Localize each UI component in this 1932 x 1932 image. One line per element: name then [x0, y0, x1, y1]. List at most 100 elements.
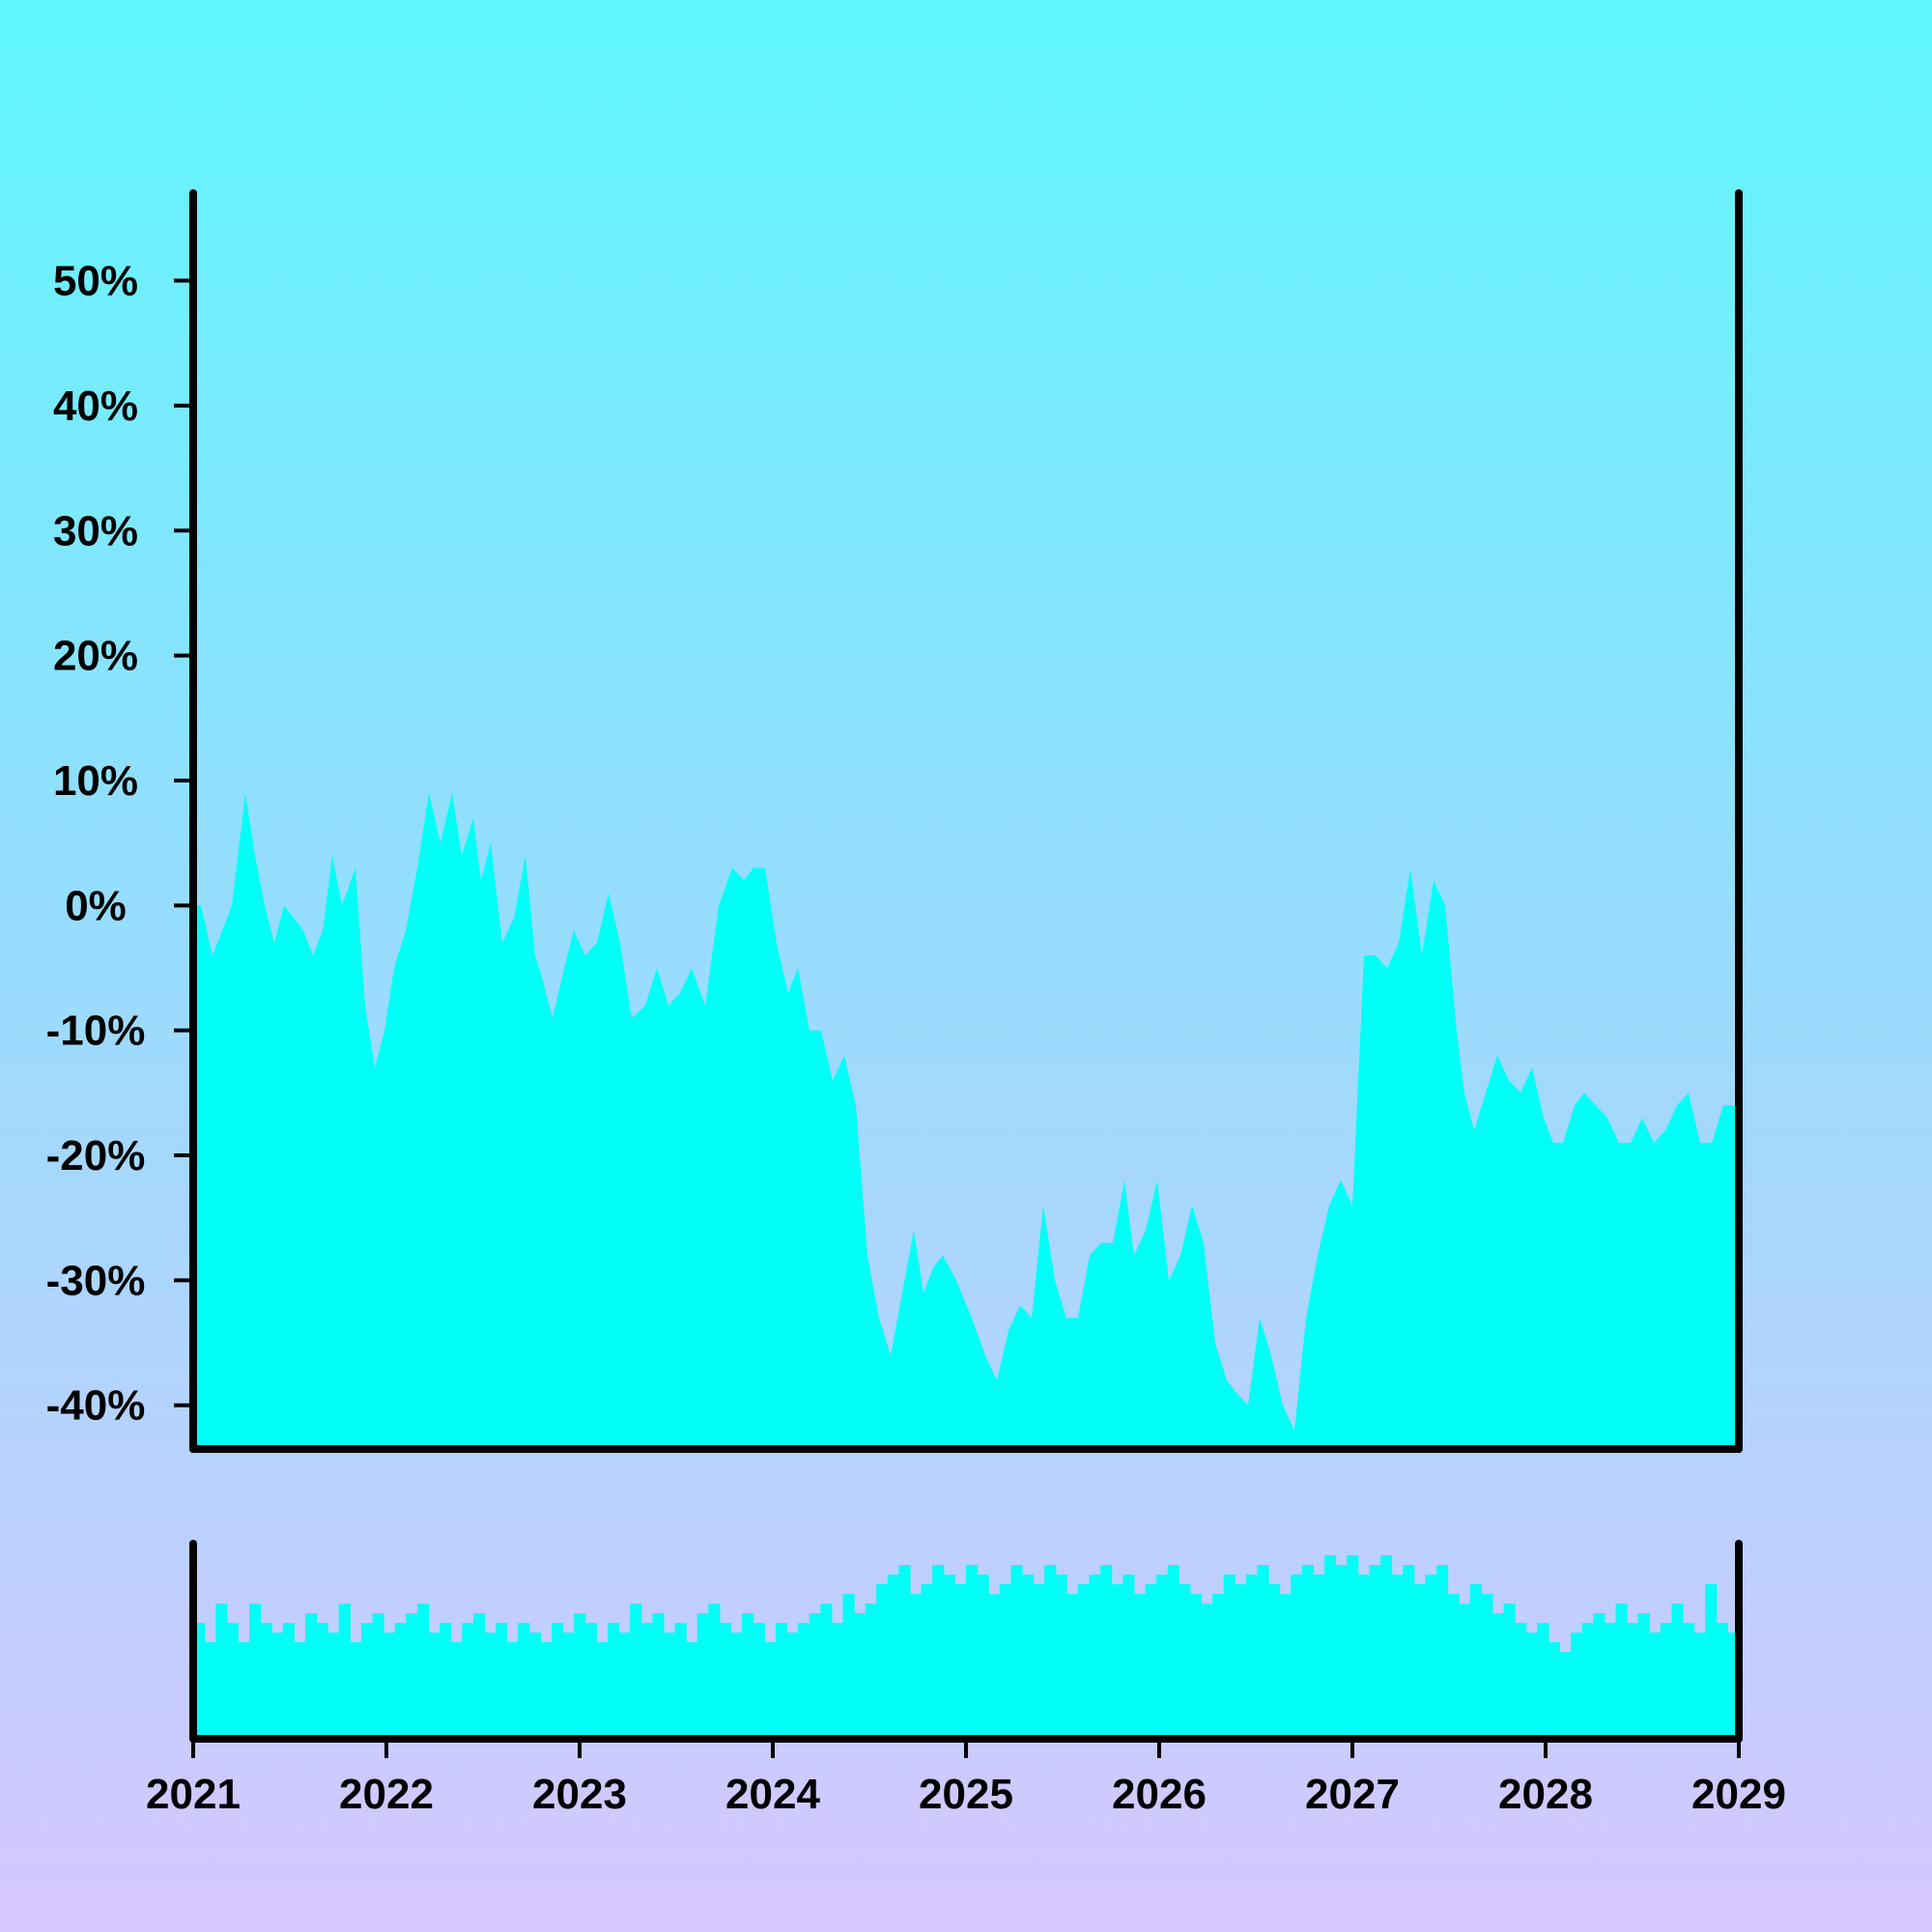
- volume-bar: [1369, 1565, 1381, 1739]
- volume-bar: [1548, 1642, 1561, 1739]
- volume-bar: [562, 1633, 575, 1739]
- volume-bar: [854, 1613, 867, 1739]
- volume-bar: [664, 1633, 676, 1739]
- volume-bar: [552, 1623, 564, 1739]
- volume-bar: [282, 1623, 295, 1739]
- volume-bar: [742, 1613, 754, 1739]
- volume-bar: [820, 1604, 833, 1739]
- price-area: [193, 792, 1739, 1449]
- volume-bar: [1693, 1633, 1706, 1739]
- volume-bar: [316, 1623, 328, 1739]
- volume-bar: [764, 1642, 777, 1739]
- volume-bar: [730, 1633, 743, 1739]
- volume-bar: [1347, 1555, 1359, 1739]
- volume-bar: [696, 1613, 709, 1739]
- volume-bar: [966, 1565, 979, 1739]
- volume-bar: [630, 1604, 642, 1739]
- volume-bar: [1413, 1584, 1426, 1739]
- volume-bar: [528, 1633, 541, 1739]
- volume-bar: [1559, 1652, 1572, 1739]
- y-tick-label: -40%: [46, 1382, 146, 1430]
- volume-bar: [640, 1623, 653, 1739]
- volume-bar: [1089, 1575, 1101, 1739]
- volume-bar: [249, 1604, 262, 1739]
- volume-bar: [1492, 1613, 1505, 1739]
- volume-bar: [618, 1633, 631, 1739]
- volume-bar: [943, 1575, 955, 1739]
- volume-bar: [1391, 1575, 1404, 1739]
- volume-bar: [1357, 1575, 1370, 1739]
- volume-bar: [608, 1623, 620, 1739]
- y-tick-label: -20%: [46, 1132, 146, 1179]
- volume-bar: [954, 1584, 967, 1739]
- volume-bar: [1055, 1575, 1067, 1739]
- volume-bar: [1301, 1565, 1314, 1739]
- volume-bar: [1235, 1584, 1247, 1739]
- volume-bar: [1537, 1623, 1549, 1739]
- volume-bar: [1604, 1623, 1617, 1739]
- volume-bar: [753, 1623, 765, 1739]
- volume-bar: [1615, 1604, 1628, 1739]
- volume-bar: [596, 1642, 609, 1739]
- volume-bar: [384, 1633, 396, 1739]
- volume-bar: [1268, 1584, 1281, 1739]
- y-tick-label: 0%: [65, 882, 127, 929]
- volume-bar: [1010, 1565, 1023, 1739]
- y-tick-label: 50%: [53, 258, 138, 305]
- volume-bar: [1335, 1565, 1348, 1739]
- volume-bar: [462, 1623, 474, 1739]
- volume-bar: [1627, 1623, 1639, 1739]
- volume-bar: [1111, 1584, 1123, 1739]
- volume-bar: [988, 1594, 1001, 1739]
- volume-bar: [898, 1565, 911, 1739]
- volume-bar: [472, 1613, 486, 1739]
- volume-bar: [215, 1604, 228, 1739]
- volume-bar: [1100, 1565, 1113, 1739]
- volume-bar: [1649, 1633, 1662, 1739]
- volume-bar: [775, 1623, 788, 1739]
- volume-bar: [1223, 1575, 1236, 1739]
- volume-bar: [910, 1594, 923, 1739]
- volume-bar: [226, 1623, 239, 1739]
- volume-bar: [887, 1575, 899, 1739]
- volume-bar: [1425, 1575, 1437, 1739]
- volume-bar: [1201, 1604, 1213, 1739]
- volume-bar: [798, 1623, 810, 1739]
- volume-bar: [450, 1642, 463, 1739]
- volume-bar: [484, 1633, 497, 1739]
- volume-bar: [204, 1642, 216, 1739]
- volume-bar: [1022, 1575, 1035, 1739]
- volume-bar: [842, 1594, 855, 1739]
- volume-bars: [193, 1555, 1740, 1739]
- volume-bar: [1571, 1633, 1583, 1739]
- y-tick-label: -10%: [46, 1008, 146, 1055]
- volume-bar: [1403, 1565, 1415, 1739]
- volume-bar: [1245, 1575, 1259, 1739]
- volume-bar: [406, 1613, 418, 1739]
- x-tick-label: 2025: [919, 1771, 1013, 1818]
- x-tick-label: 2026: [1112, 1771, 1207, 1818]
- volume-bar: [1033, 1584, 1045, 1739]
- x-tick-label: 2028: [1498, 1771, 1593, 1818]
- y-tick-label: -30%: [46, 1257, 146, 1304]
- volume-bar: [1179, 1584, 1191, 1739]
- volume-bar: [652, 1613, 665, 1739]
- volume-bar: [719, 1623, 732, 1739]
- volume-bar: [1515, 1623, 1527, 1739]
- volume-bar: [1212, 1594, 1225, 1739]
- volume-bar: [1525, 1633, 1538, 1739]
- volume-bar: [327, 1633, 340, 1739]
- volume-bar: [1459, 1604, 1471, 1739]
- y-tick-label: 30%: [53, 507, 138, 554]
- volume-bar: [1581, 1623, 1594, 1739]
- volume-bar: [1279, 1594, 1292, 1739]
- x-tick-label: 2022: [339, 1771, 434, 1818]
- volume-bar: [1077, 1584, 1091, 1739]
- volume-bar: [540, 1642, 553, 1739]
- volume-bar: [809, 1613, 821, 1739]
- volume-bar: [1637, 1613, 1650, 1739]
- volume-bar: [1066, 1594, 1079, 1739]
- volume-bar: [865, 1604, 877, 1739]
- volume-bar: [1716, 1623, 1728, 1739]
